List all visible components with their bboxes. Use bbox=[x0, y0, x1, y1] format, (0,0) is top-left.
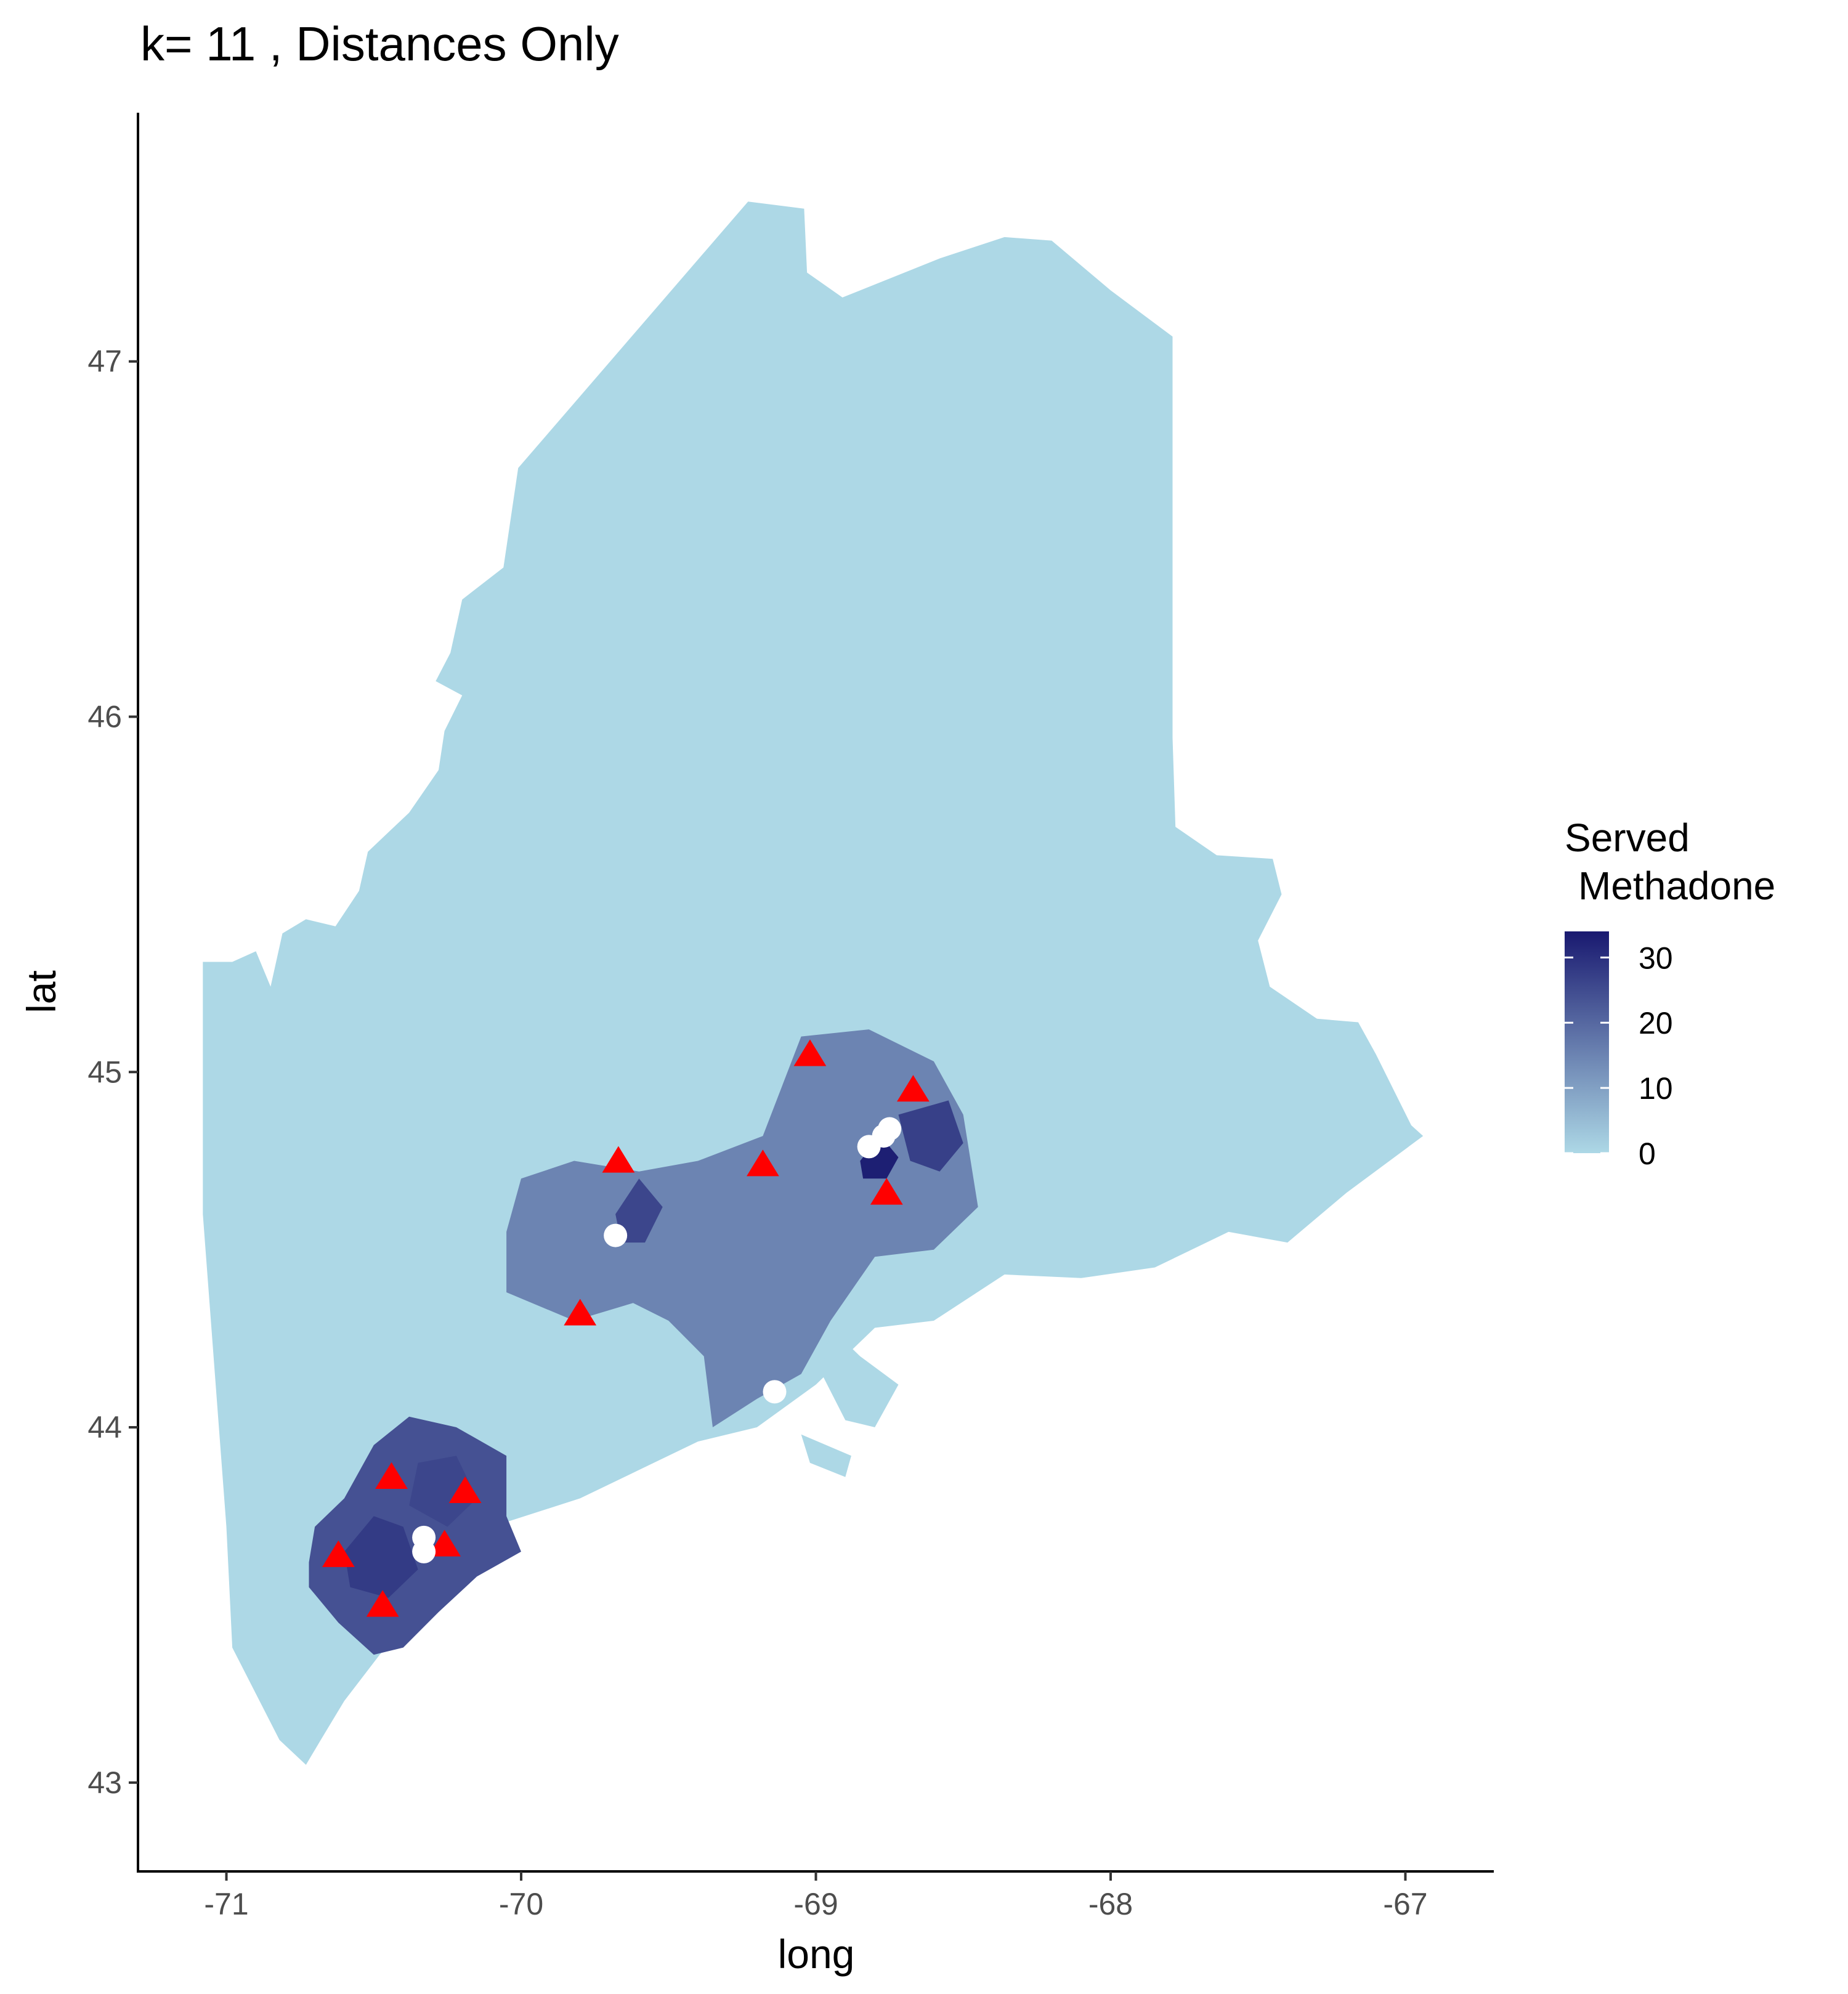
triangle-marker-5 bbox=[564, 1299, 597, 1326]
legend-break-label: 0 bbox=[1639, 1137, 1656, 1171]
x-axis-title: long bbox=[778, 1931, 855, 1977]
map-layer bbox=[203, 201, 1424, 1765]
y-tick-label: 47 bbox=[87, 344, 122, 379]
y-tick-label: 46 bbox=[87, 700, 122, 734]
legend-title-line2: Methadone bbox=[1578, 864, 1775, 908]
y-tick-label: 45 bbox=[87, 1055, 122, 1089]
axes: -71 -70 -69 -68 -67 43 44 45 46 47 bbox=[87, 113, 1494, 1921]
served-region-1 bbox=[506, 1029, 978, 1427]
legend-break-label: 20 bbox=[1639, 1006, 1673, 1040]
high-served-patch-0 bbox=[344, 1516, 418, 1598]
x-ticks: -71 -70 -69 -68 -67 bbox=[204, 1871, 1428, 1921]
legend-break-label: 10 bbox=[1639, 1071, 1673, 1106]
x-tick-label: -71 bbox=[204, 1887, 248, 1921]
high-served-patch-2 bbox=[615, 1178, 663, 1243]
y-tick-label: 44 bbox=[87, 1410, 122, 1445]
y-axis-title: lat bbox=[18, 970, 64, 1013]
marker-layer bbox=[322, 1039, 930, 1617]
x-tick-label: -70 bbox=[499, 1887, 543, 1921]
legend-break-label: 30 bbox=[1639, 941, 1673, 975]
triangle-marker-7 bbox=[448, 1476, 482, 1504]
legend-title-line1: Served bbox=[1565, 816, 1690, 860]
island-0 bbox=[822, 1327, 899, 1427]
circle-marker-4 bbox=[763, 1380, 787, 1404]
x-tick-label: -69 bbox=[793, 1887, 838, 1921]
high-served-patch-3 bbox=[860, 1136, 899, 1179]
triangle-marker-9 bbox=[428, 1530, 461, 1557]
triangle-marker-6 bbox=[375, 1462, 408, 1489]
island-1 bbox=[801, 1434, 851, 1477]
triangle-marker-4 bbox=[870, 1178, 903, 1205]
legend-ticks: 0 10 20 30 bbox=[1565, 941, 1673, 1171]
high-served-patch-4 bbox=[898, 1100, 963, 1172]
triangle-marker-3 bbox=[746, 1149, 779, 1177]
triangle-marker-2 bbox=[602, 1146, 635, 1173]
legend-colorbar bbox=[1565, 931, 1609, 1153]
chart-title: k= 11 , Distances Only bbox=[140, 17, 619, 71]
y-tick-label: 43 bbox=[87, 1765, 122, 1800]
circle-marker-0 bbox=[604, 1223, 628, 1247]
circle-marker-6 bbox=[412, 1539, 436, 1563]
x-tick-label: -68 bbox=[1088, 1887, 1133, 1921]
state-outline bbox=[203, 201, 1424, 1765]
x-tick-label: -67 bbox=[1383, 1887, 1427, 1921]
circle-marker-3 bbox=[878, 1117, 902, 1141]
triangle-marker-10 bbox=[366, 1590, 399, 1617]
high-served-patch-1 bbox=[409, 1456, 477, 1527]
y-ticks: 43 44 45 46 47 bbox=[87, 344, 138, 1800]
triangle-marker-8 bbox=[322, 1540, 355, 1567]
triangle-marker-1 bbox=[896, 1075, 930, 1102]
legend: Served Methadone 0 10 20 30 bbox=[1565, 816, 1775, 1171]
triangle-marker-0 bbox=[793, 1039, 827, 1066]
